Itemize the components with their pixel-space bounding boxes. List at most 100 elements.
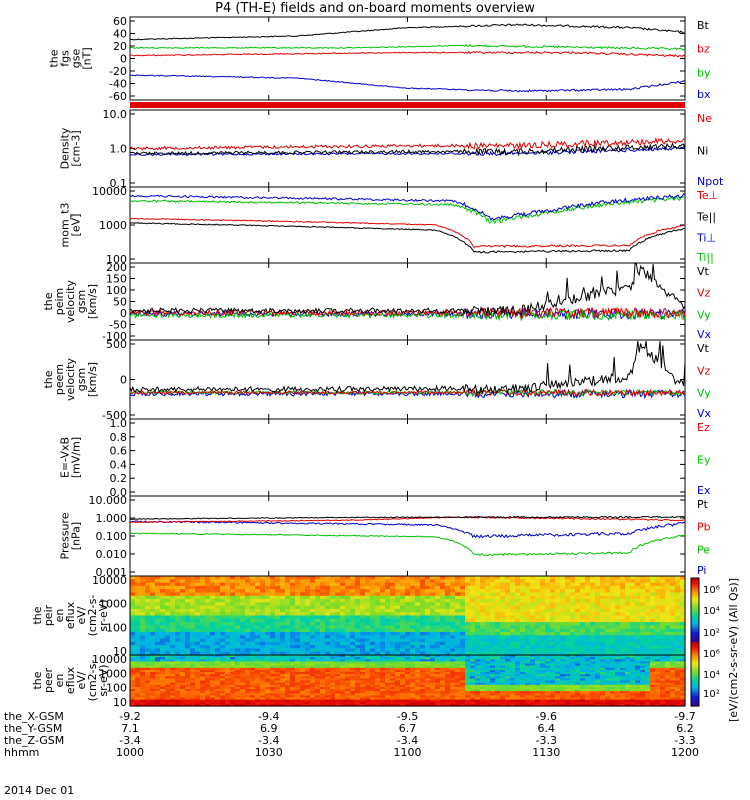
spectrogram-cell: [575, 651, 581, 656]
spectrogram-cell: [215, 589, 221, 594]
spectrogram-cell: [265, 684, 271, 688]
spectrogram-cell: [475, 665, 481, 669]
spectrogram-cell: [225, 689, 231, 692]
spectrogram-cell: [400, 693, 406, 696]
spectrogram-cell: [485, 582, 491, 587]
spectrogram-cell: [440, 638, 446, 643]
spectrogram-cell: [400, 589, 406, 594]
spectrogram-cell: [455, 695, 461, 699]
spectrogram-cell: [495, 605, 501, 610]
spectrogram-cell: [620, 589, 626, 594]
spectrogram-cell: [255, 695, 261, 699]
spectrogram-cell: [500, 659, 506, 662]
spectrogram-cell: [395, 682, 401, 686]
spectrogram-cell: [195, 592, 201, 597]
spectrogram-cell: [210, 665, 216, 669]
spectrogram-cell: [295, 667, 301, 671]
spectrogram-cell: [260, 635, 266, 640]
spectrogram-cell: [475, 595, 481, 600]
spectrogram-cell: [545, 605, 551, 610]
spectrogram-cell: [315, 686, 321, 690]
spectrogram-cell: [235, 674, 241, 677]
spectrogram-cell: [195, 599, 201, 603]
spectrogram-cell: [285, 699, 291, 703]
spectrogram-cell: [625, 622, 631, 626]
spectrogram-cell: [480, 689, 486, 692]
spectrogram-cell: [140, 674, 146, 677]
spectrogram-cell: [415, 689, 421, 692]
spectrogram-cell: [455, 579, 461, 584]
spectrogram-cell: [520, 592, 526, 597]
spectrogram-cell: [560, 635, 566, 640]
spectrogram-cell: [555, 589, 561, 594]
spectrogram-cell: [470, 684, 476, 688]
spectrogram-cell: [215, 582, 221, 587]
spectrogram-cell: [335, 669, 341, 673]
spectrogram-cell: [480, 599, 486, 603]
spectrogram-cell: [640, 615, 646, 620]
spectrogram-cell: [410, 618, 416, 623]
spectrogram-cell: [405, 622, 411, 626]
spectrogram-cell: [185, 669, 191, 673]
spectrogram-cell: [145, 592, 151, 597]
spectrogram-cell: [355, 579, 361, 584]
spectrogram-cell: [335, 645, 341, 649]
spectrogram-cell: [450, 585, 456, 590]
spectrogram-cell: [305, 674, 311, 677]
spectrogram-cell: [460, 576, 466, 580]
spectrogram-cell: [210, 684, 216, 688]
spectrogram-cell: [145, 599, 151, 603]
spectrogram-cell: [580, 579, 586, 584]
spectrogram-cell: [350, 695, 356, 699]
spectrogram-cell: [390, 641, 396, 646]
spectrogram-cell: [460, 686, 466, 690]
spectrogram-cell: [605, 576, 611, 580]
spectrogram-cell: [440, 663, 446, 667]
spectrogram-cell: [385, 655, 391, 658]
spectrogram-cell: [285, 667, 291, 671]
spectrogram-cell: [205, 589, 211, 594]
spectrogram-cell: [545, 663, 551, 667]
spectrogram-cell: [390, 615, 396, 620]
spectrogram-cell: [160, 612, 166, 617]
spectrogram-cell: [370, 592, 376, 597]
spectrogram-cell: [520, 678, 526, 682]
spectrogram-cell: [635, 602, 641, 607]
spectrogram-cell: [320, 618, 326, 623]
spectrogram-cell: [135, 678, 141, 682]
spectrogram-cell: [430, 648, 436, 653]
spectrogram-cell: [145, 645, 151, 649]
spectrogram-cell: [555, 595, 561, 600]
spectrogram-cell: [510, 582, 516, 587]
spectrogram-cell: [675, 599, 681, 603]
spectrogram-cell: [205, 602, 211, 607]
spectrogram-cell: [245, 661, 251, 665]
spectrogram-cell: [270, 651, 276, 656]
spectrogram-cell: [220, 663, 226, 667]
spectrogram-cell: [195, 665, 201, 669]
spectrogram-cell: [530, 678, 536, 682]
spectrogram-cell: [330, 691, 336, 694]
spectrogram-cell: [290, 693, 296, 696]
spectrogram-cell: [455, 680, 461, 684]
spectrogram-cell: [290, 602, 296, 607]
spectrogram-cell: [250, 632, 256, 636]
spectrogram-cell: [250, 595, 256, 600]
spectrogram-cell: [445, 657, 451, 660]
spectrogram-cell: [510, 663, 516, 667]
spectrogram-cell: [255, 576, 261, 580]
y-tick-label: 0: [120, 53, 127, 66]
spectrogram-cell: [265, 635, 271, 640]
spectrogram-cell: [455, 645, 461, 649]
spectrogram-cell: [340, 661, 346, 665]
spectrogram-cell: [655, 625, 661, 630]
spectrogram-cell: [345, 697, 351, 701]
spectrogram-cell: [330, 579, 336, 584]
spectrogram-cell: [245, 635, 251, 640]
spectrogram-cell: [420, 703, 426, 707]
spectrogram-cell: [230, 691, 236, 694]
spectrogram-cell: [465, 661, 471, 665]
spectrogram-cell: [505, 661, 511, 665]
spectrogram-cell: [300, 695, 306, 699]
spectrogram-cell: [250, 689, 256, 692]
